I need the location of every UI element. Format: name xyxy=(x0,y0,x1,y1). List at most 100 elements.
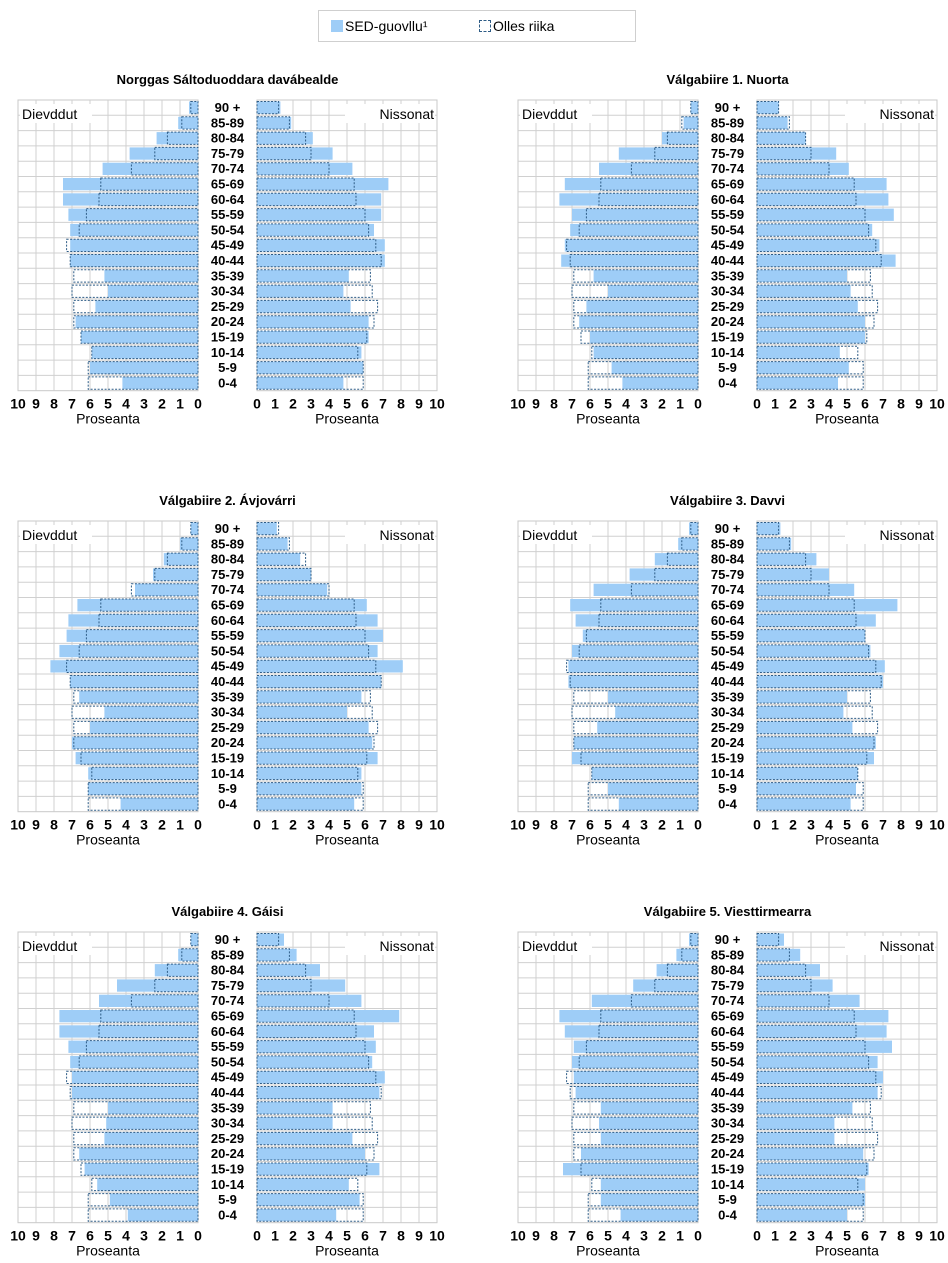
chart-0-bar-sed-female xyxy=(257,116,292,130)
chart-5-bar-sed-female xyxy=(757,1101,853,1115)
chart-1-age-label: 45-49 xyxy=(711,238,744,253)
chart-4-bar-country-female xyxy=(256,1177,359,1192)
chart-0-bar-country-male xyxy=(85,208,199,222)
chart-5-bar-sed-female xyxy=(757,1055,878,1069)
chart-2-bar-country-female xyxy=(256,522,280,536)
chart-1-bar-country-male xyxy=(587,376,699,390)
chart-5-bar-country-female xyxy=(756,1131,879,1146)
chart-2-age-label: 55-59 xyxy=(211,628,244,643)
chart-2-tick-male: 5 xyxy=(104,817,112,833)
chart-5-bar-sed-male xyxy=(599,1117,698,1130)
chart-4-tick-female: 10 xyxy=(429,1228,445,1244)
chart-1-xlabel-female: Proseanta xyxy=(815,411,879,427)
chart-2-bar-sed-female xyxy=(257,599,367,612)
chart-0-age-label: 0-4 xyxy=(218,375,238,390)
chart-2-bar-sed-male xyxy=(190,522,198,535)
chart-4-age-label: 50-54 xyxy=(211,1054,245,1069)
chart-3-bar-country-female xyxy=(756,552,807,566)
chart-3-bar-sed-male xyxy=(568,675,698,688)
chart-1-age-label: 30-34 xyxy=(711,284,745,299)
chart-3-female-label-box xyxy=(845,525,935,544)
chart-1-bar-country-male xyxy=(580,330,699,344)
chart-0-xlabel-male: Proseanta xyxy=(76,411,140,427)
chart-3-tick-female: 8 xyxy=(897,817,905,833)
chart-3-bar-country-female xyxy=(756,675,882,689)
chart-5-bar-country-female xyxy=(756,1177,859,1192)
chart-5-age-label: 60-64 xyxy=(711,1024,745,1039)
chart-0-age-label: 20-24 xyxy=(211,314,245,329)
chart-1-age-label: 70-74 xyxy=(711,161,745,176)
chart-2-tick-male: 9 xyxy=(32,817,40,833)
chart-2-tick-male: 7 xyxy=(68,817,76,833)
chart-0-bar-country-female xyxy=(256,376,364,390)
chart-3-age-label: 45-49 xyxy=(711,659,744,674)
chart-5-male-label: Dievddut xyxy=(522,938,577,954)
chart-0-bar-country-male xyxy=(66,238,199,252)
chart-1-bar-country-male xyxy=(690,101,699,115)
chart-3-age-label: 50-54 xyxy=(711,643,745,658)
chart-4-bar-country-male xyxy=(181,948,199,962)
chart-5-bar-sed-male xyxy=(591,994,698,1007)
chart-1-bar-sed-female xyxy=(757,331,865,344)
chart-5-bar-sed-male xyxy=(573,1071,698,1084)
chart-5-tick-male: 5 xyxy=(604,1228,612,1244)
chart-0-bar-sed-male xyxy=(75,315,198,328)
chart-3-age-label: 25-29 xyxy=(711,720,744,735)
chart-0-bar-country-female xyxy=(256,162,330,176)
chart-4-tick-male: 8 xyxy=(50,1228,58,1244)
chart-2-bar-country-male xyxy=(130,583,199,597)
chart-2-bar-sed-female xyxy=(257,522,277,535)
chart-2-tick-female: 2 xyxy=(289,817,297,833)
chart-5-bar-country-female xyxy=(756,1193,864,1207)
chart-4-bar-sed-male xyxy=(79,1147,198,1160)
chart-0-bar-sed-female xyxy=(257,223,374,237)
chart-5-age-label: 50-54 xyxy=(711,1054,745,1069)
chart-1-bar-sed-female xyxy=(757,116,788,130)
chart-1-bar-sed-female xyxy=(757,315,865,328)
chart-1-bar-sed-female xyxy=(757,269,847,283)
chart-3-bar-sed-female xyxy=(757,736,876,749)
chart-4-male-label: Dievddut xyxy=(22,938,77,954)
chart-0-bar-country-male xyxy=(78,223,199,237)
chart-1-bar-country-female xyxy=(756,116,790,130)
chart-1-bar-sed-male xyxy=(662,132,698,145)
chart-4-age-label: 80-84 xyxy=(211,963,245,978)
chart-4-bar-country-female xyxy=(256,1070,377,1084)
chart-3-bar-sed-male xyxy=(608,690,698,704)
chart-4-bar-country-female xyxy=(256,978,312,993)
chart-2-tick-male: 6 xyxy=(86,817,94,833)
chart-1-bar-sed-male xyxy=(590,331,698,344)
chart-5-bar-sed-male xyxy=(573,1040,698,1053)
chart-1-tick-male: 5 xyxy=(604,396,612,412)
chart-3-age-label: 85-89 xyxy=(711,536,744,551)
chart-5-bar-country-male xyxy=(571,1116,699,1130)
chart-2-tick-male: 4 xyxy=(122,817,130,833)
chart-4-tick-female: 8 xyxy=(397,1228,405,1244)
chart-5-age-label: 55-59 xyxy=(711,1039,744,1054)
chart-0-tick-female: 3 xyxy=(307,396,315,412)
chart-3-tick-female: 0 xyxy=(753,817,761,833)
chart-4-bar-sed-male xyxy=(59,1010,199,1023)
chart-2-bar-country-male xyxy=(91,766,199,781)
chart-5-age-label: 75-79 xyxy=(711,978,744,993)
chart-2-bar-country-male xyxy=(66,659,199,674)
chart-4-bar-country-female xyxy=(256,1024,357,1039)
chart-0-tick-male: 0 xyxy=(194,396,202,412)
chart-5-bar-sed-female xyxy=(757,1117,835,1130)
chart-2-bar-country-female xyxy=(256,644,370,658)
chart-1-tick-male: 1 xyxy=(676,396,684,412)
chart-1-tick-male: 3 xyxy=(640,396,648,412)
chart-5-bar-sed-male xyxy=(620,1208,698,1222)
chart-1-bar-country-male xyxy=(591,345,699,360)
chart-5-bar-country-female xyxy=(756,1101,871,1115)
chart-0-age-label: 45-49 xyxy=(211,238,244,253)
chart-2-age-label: 25-29 xyxy=(211,720,244,735)
chart-1-bar-country-male xyxy=(630,162,699,176)
chart-4-age-label: 40-44 xyxy=(211,1085,245,1100)
chart-0-tick-female: 1 xyxy=(271,396,279,412)
chart-0-tick-male: 9 xyxy=(32,396,40,412)
chart-2-bar-sed-male xyxy=(153,568,198,581)
chart-1-bar-sed-male xyxy=(622,376,698,390)
chart-3-bar-sed-female xyxy=(757,629,865,642)
chart-1-bar-country-male xyxy=(573,269,699,283)
